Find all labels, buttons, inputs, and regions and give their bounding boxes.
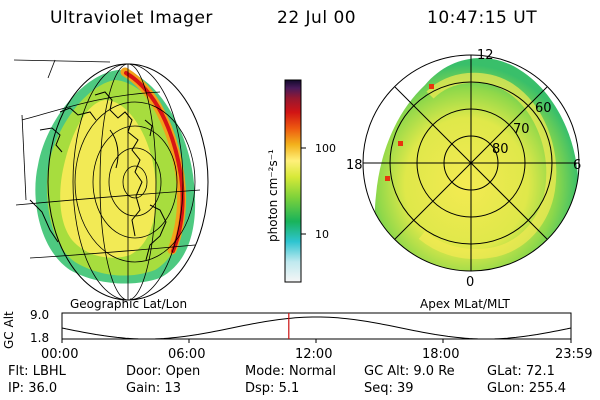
status-door: Door: Open: [126, 364, 201, 379]
altitude-ytick-high: 9.0: [30, 308, 50, 322]
polar-hotspot: [398, 141, 403, 146]
polar-hotspot: [429, 84, 434, 89]
polar-hotspot: [385, 176, 390, 181]
colorbar-ticks: [301, 147, 306, 235]
altitude-x-ticks: [61, 339, 572, 343]
status-filter: Flt: LBHL: [8, 364, 66, 379]
mlat-label-70: 70: [513, 122, 530, 137]
mlat-label-60: 60: [535, 101, 552, 116]
altitude-xtick: 23:59: [555, 347, 593, 362]
mlt-label-0: 0: [466, 275, 474, 290]
image-date: 22 Jul 00: [277, 8, 357, 28]
polar-grid: [362, 54, 580, 272]
polar-image: [362, 54, 580, 272]
status-mode: Mode: Normal: [245, 364, 336, 379]
geographic-image: [13, 59, 209, 301]
status-gain: Gain: 13: [126, 381, 181, 396]
colorbar-unit-label: photon cm⁻²s⁻¹: [266, 149, 280, 242]
altitude-ylabel: GC Alt: [2, 311, 16, 349]
status-ip: IP: 36.0: [8, 381, 58, 396]
status-glat: GLat: 72.1: [487, 364, 555, 379]
geo-graticule: [13, 59, 201, 301]
colorbar-tick-10: 10: [315, 228, 329, 241]
mlt-label-18: 18: [346, 158, 363, 173]
altitude-xtick: 06:00: [168, 347, 206, 362]
geo-panel-label: Geographic Lat/Lon: [70, 297, 188, 311]
status-glon: GLon: 255.4: [487, 381, 567, 396]
mlt-label-12: 12: [477, 48, 494, 63]
status-dsp: Dsp: 5.1: [245, 381, 300, 396]
image-time: 10:47:15 UT: [427, 8, 538, 28]
altitude-ytick-low: 1.8: [30, 331, 50, 345]
altitude-curve: [61, 316, 572, 340]
altitude-xtick: 12:00: [295, 347, 333, 362]
polar-labels: 12 18 6 0 60 70 80: [346, 48, 581, 290]
colorbar-tick-100: 100: [315, 142, 336, 155]
colorbar: [284, 79, 302, 283]
geo-arc-red: [124, 71, 185, 253]
mlat-label-80: 80: [492, 142, 509, 157]
status-gc-alt: GC Alt: 9.0 Re: [364, 364, 455, 379]
instrument-title: Ultraviolet Imager: [50, 8, 213, 28]
status-seq: Seq: 39: [364, 381, 414, 396]
polar-panel-label: Apex MLat/MLT: [420, 297, 510, 311]
geo-coastlines: [29, 91, 167, 261]
altitude-xtick: 18:00: [422, 347, 460, 362]
altitude-xtick: 00:00: [41, 347, 79, 362]
mlt-label-6: 6: [573, 158, 581, 173]
